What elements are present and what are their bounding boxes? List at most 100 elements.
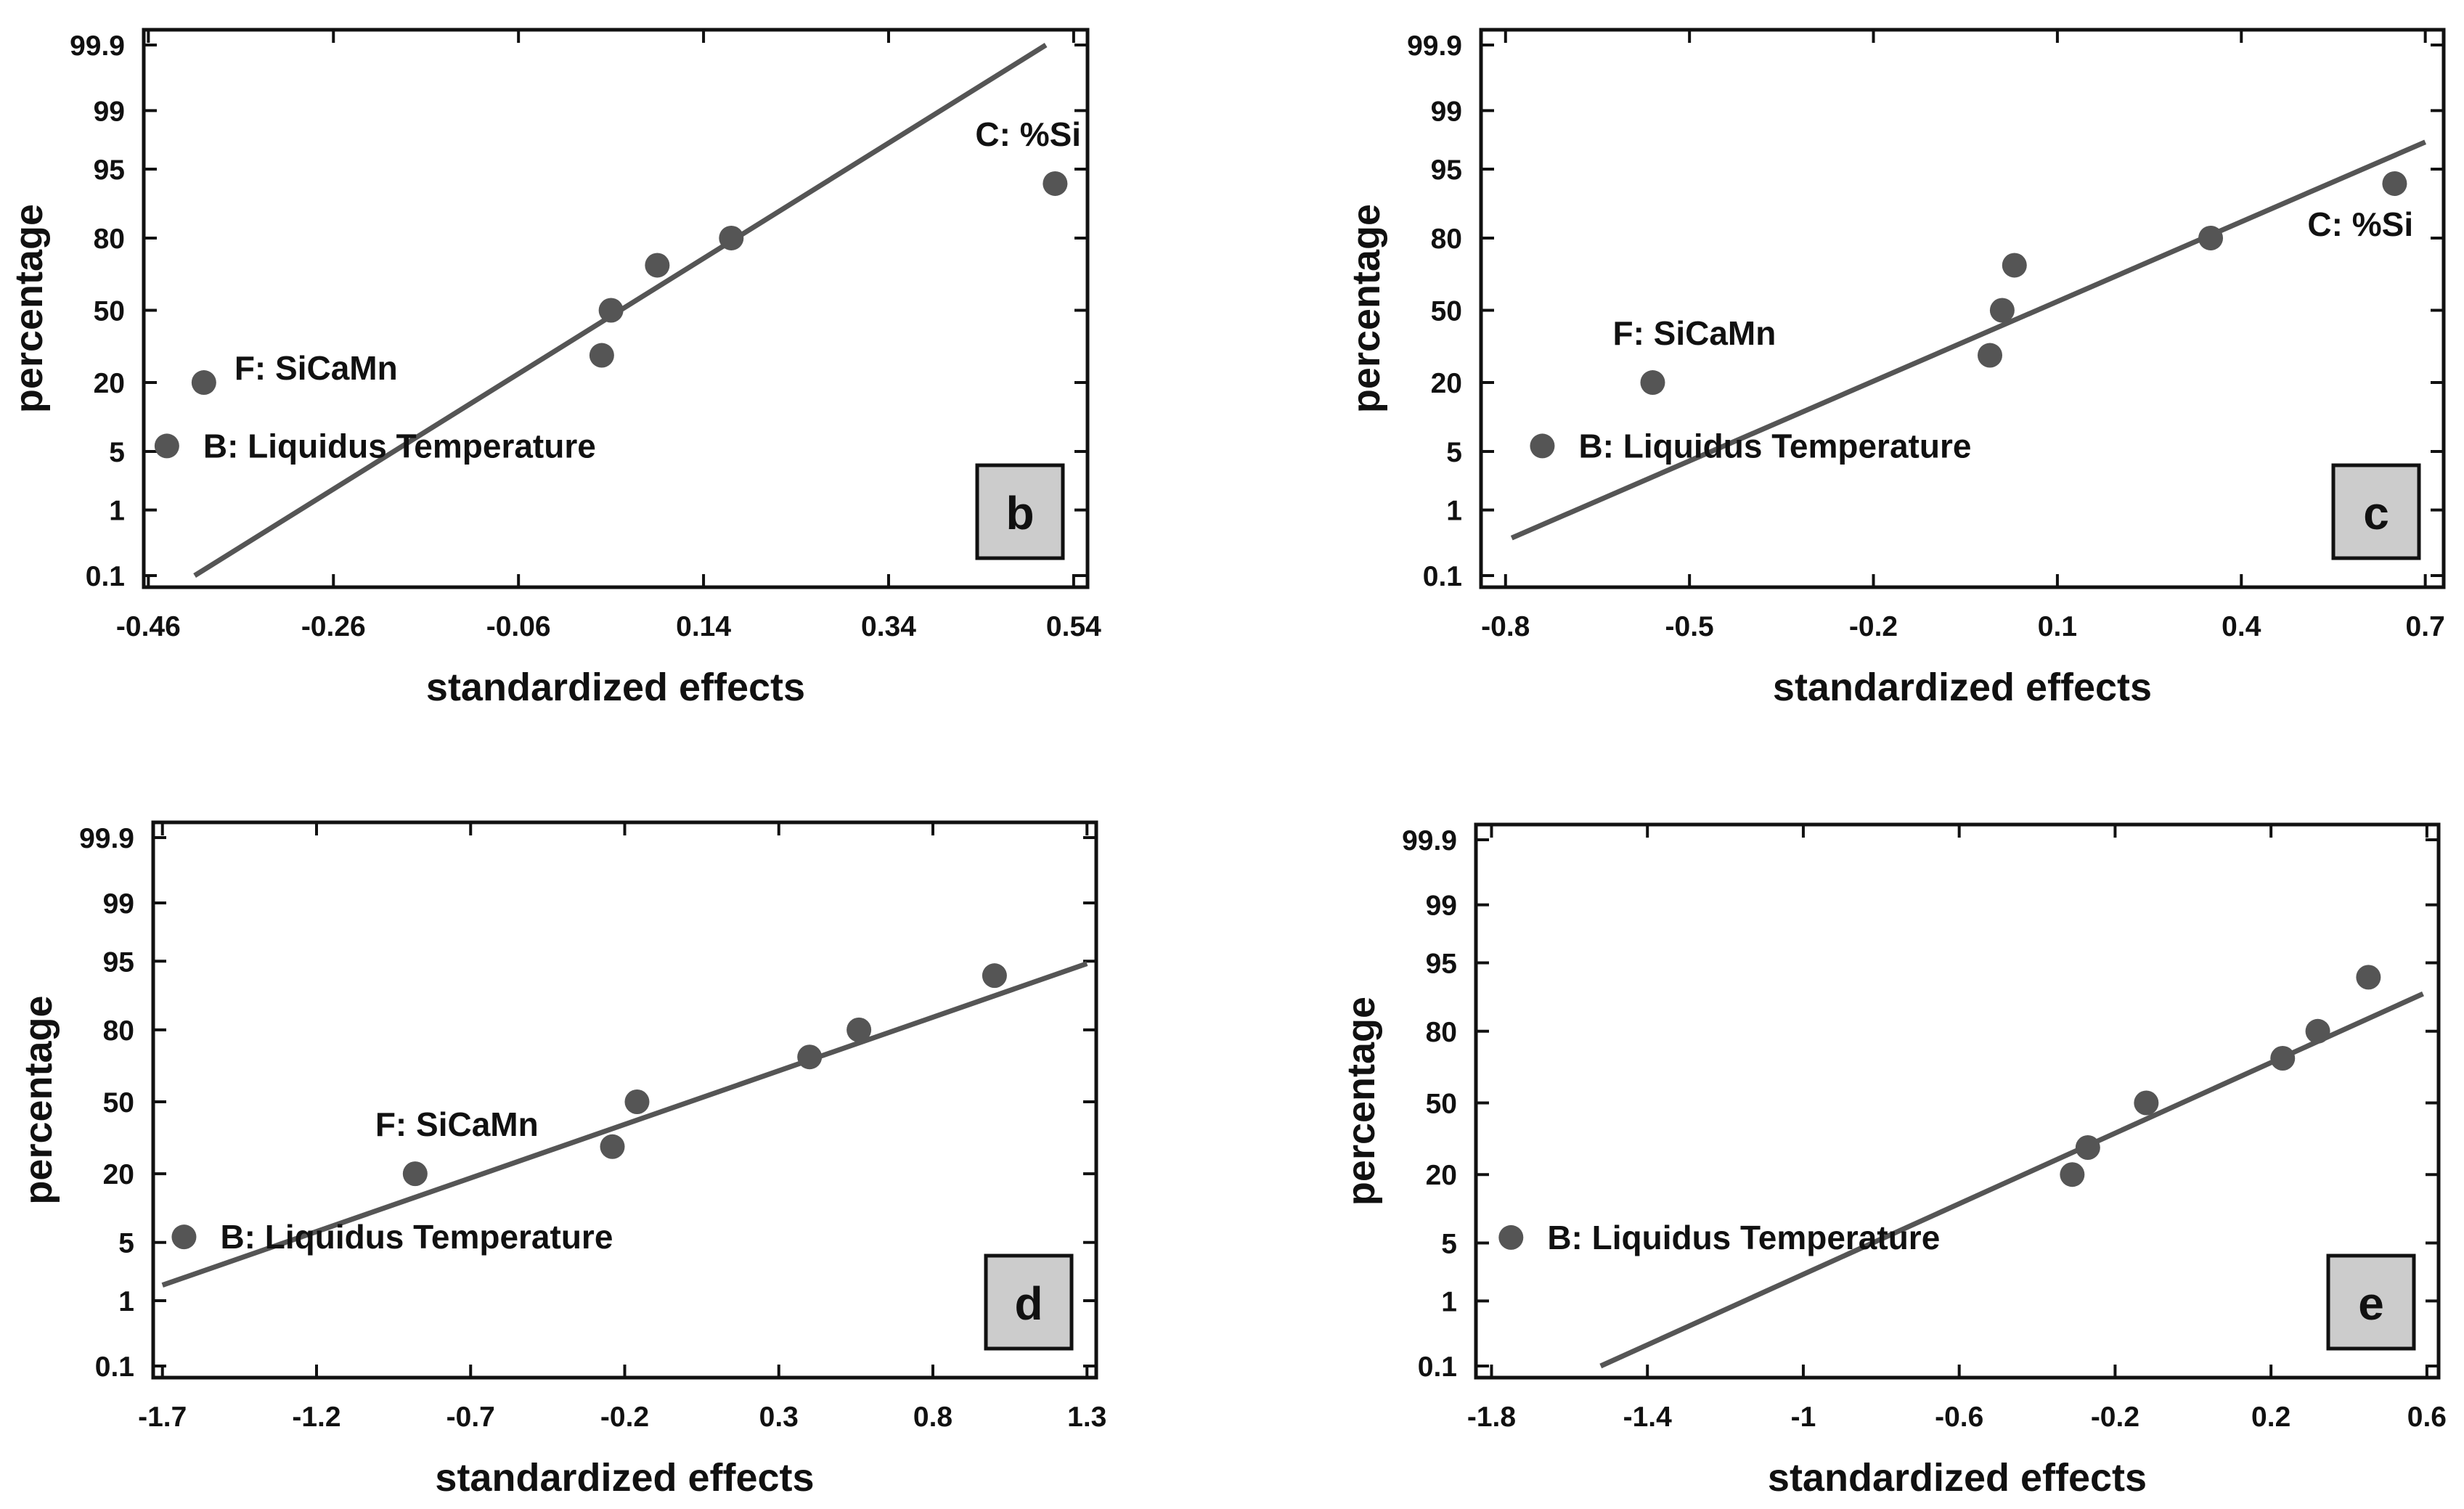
plot-frame (1474, 822, 2441, 1380)
y-tick-label: 5 (1441, 1228, 1457, 1259)
y-axis-title: percentage (1339, 997, 1383, 1206)
data-point (982, 963, 1007, 989)
y-tick-label: 1 (1441, 1286, 1457, 1317)
y-tick-label: 0.1 (86, 561, 125, 592)
point-annotation: B: Liquidus Temperature (203, 427, 596, 465)
y-axis-title: percentage (17, 995, 60, 1204)
y-tick-label: 99 (1426, 891, 1457, 922)
y-tick-label: 5 (109, 437, 125, 468)
fit-line (1510, 139, 2427, 541)
data-point (2075, 1135, 2100, 1161)
data-point (154, 433, 179, 459)
data-point (645, 253, 670, 278)
x-tick-label: 0.6 (2407, 1402, 2447, 1433)
panel-label: e (2358, 1277, 2384, 1330)
x-tick-label: -1 (1791, 1402, 1816, 1433)
x-tick-label: -0.2 (1849, 611, 1898, 642)
y-tick-label: 50 (94, 296, 125, 327)
x-tick-label: 1.3 (1067, 1402, 1106, 1433)
point-annotation: B: Liquidus Temperature (220, 1218, 613, 1256)
panel-label-box (2331, 463, 2421, 560)
data-point (2198, 225, 2224, 250)
data-point (2060, 1162, 2085, 1187)
x-tick-label: 0.2 (2251, 1402, 2290, 1433)
x-tick-label: 0.1 (2038, 611, 2077, 642)
y-tick-label: 80 (103, 1015, 134, 1047)
y-tick-label: 5 (1446, 437, 1462, 468)
y-tick-label: 0.1 (1418, 1351, 1457, 1383)
x-tick-label: 0.34 (861, 611, 916, 642)
fit-line (161, 961, 1088, 1288)
data-point (2270, 1045, 2296, 1071)
panel-label: b (1005, 487, 1034, 539)
point-annotation: B: Liquidus Temperature (1547, 1219, 1940, 1256)
x-tick-label: -0.8 (1481, 611, 1530, 642)
y-tick-label: 80 (1426, 1017, 1457, 1048)
data-point (1498, 1224, 1524, 1250)
x-tick-label: -1.7 (138, 1402, 187, 1433)
y-tick-label: 95 (94, 155, 125, 186)
data-point (797, 1044, 823, 1070)
y-tick-label: 1 (109, 496, 125, 527)
data-point (402, 1161, 428, 1187)
plot-frame (1479, 28, 2446, 589)
data-point (1530, 433, 1555, 459)
x-tick-label: -0.2 (600, 1402, 649, 1433)
data-point (191, 370, 216, 396)
panel-label: d (1014, 1277, 1043, 1330)
y-tick-label: 99.9 (70, 30, 125, 62)
x-tick-label: -1.4 (1623, 1402, 1673, 1433)
y-axis-title: percentage (7, 204, 51, 413)
chart-panel-b: 0.1 1 5 20 50 80 95 99 99.9 -0.46 -0.26 -0.06 0.14 0.… (7, 28, 1101, 709)
data-point (2356, 965, 2381, 990)
y-tick-label: 99.9 (79, 823, 134, 854)
x-tick-label: 0.3 (759, 1402, 799, 1433)
x-tick-label: 0.14 (676, 611, 731, 642)
y-tick-label: 95 (103, 946, 134, 978)
y-axis-title: percentage (1345, 204, 1388, 413)
y-tick-label: 95 (1431, 155, 1462, 186)
x-tick-label: 0.54 (1046, 611, 1101, 642)
y-tick-label: 99 (103, 888, 134, 920)
y-tick-label: 1 (118, 1286, 134, 1317)
x-tick-label: -0.7 (446, 1402, 495, 1433)
y-tick-label: 50 (1431, 296, 1462, 327)
x-axis-title: standardized effects (426, 666, 805, 709)
x-tick-label: -0.26 (301, 611, 366, 642)
panel-label-box (984, 1254, 1074, 1351)
panel-label-box (2326, 1254, 2416, 1351)
data-point (847, 1017, 872, 1042)
plot-frame (151, 820, 1098, 1380)
y-tick-label: 20 (94, 368, 125, 399)
data-point (2305, 1018, 2330, 1044)
data-point (2002, 253, 2027, 278)
data-point (600, 1134, 625, 1159)
data-point (624, 1089, 650, 1114)
panel-label: c (2363, 487, 2389, 539)
data-point (171, 1224, 197, 1250)
y-tick-label: 99 (1431, 96, 1462, 127)
y-tick-label: 80 (1431, 224, 1462, 255)
x-tick-label: -0.46 (116, 611, 181, 642)
x-tick-label: -1.8 (1467, 1402, 1516, 1433)
x-tick-label: 0.4 (2222, 611, 2261, 642)
point-annotation: F: SiCaMn (375, 1105, 539, 1143)
y-tick-label: 1 (1446, 496, 1462, 527)
y-tick-label: 95 (1426, 949, 1457, 980)
point-annotation: B: Liquidus Temperature (1578, 427, 1971, 465)
x-axis-title: standardized effects (435, 1456, 814, 1500)
x-axis-title: standardized effects (1773, 666, 2152, 709)
y-tick-label: 99.9 (1407, 30, 1462, 62)
y-tick-label: 0.1 (1423, 561, 1462, 592)
chart-panel-d: 0.1 1 5 20 50 80 95 99 99.9 -1.7 -1.2 -0.7 -0.2 0.3 0.… (17, 820, 1106, 1500)
y-tick-label: 20 (103, 1159, 134, 1190)
point-annotation: F: SiCaMn (1612, 314, 1776, 352)
data-point (589, 343, 614, 368)
x-tick-label: 0.8 (913, 1402, 952, 1433)
y-tick-label: 99 (94, 96, 125, 127)
data-point (1978, 343, 2003, 368)
y-tick-label: 5 (118, 1228, 134, 1259)
panel-label-box (975, 463, 1065, 560)
point-annotation: F: SiCaMn (234, 349, 398, 387)
